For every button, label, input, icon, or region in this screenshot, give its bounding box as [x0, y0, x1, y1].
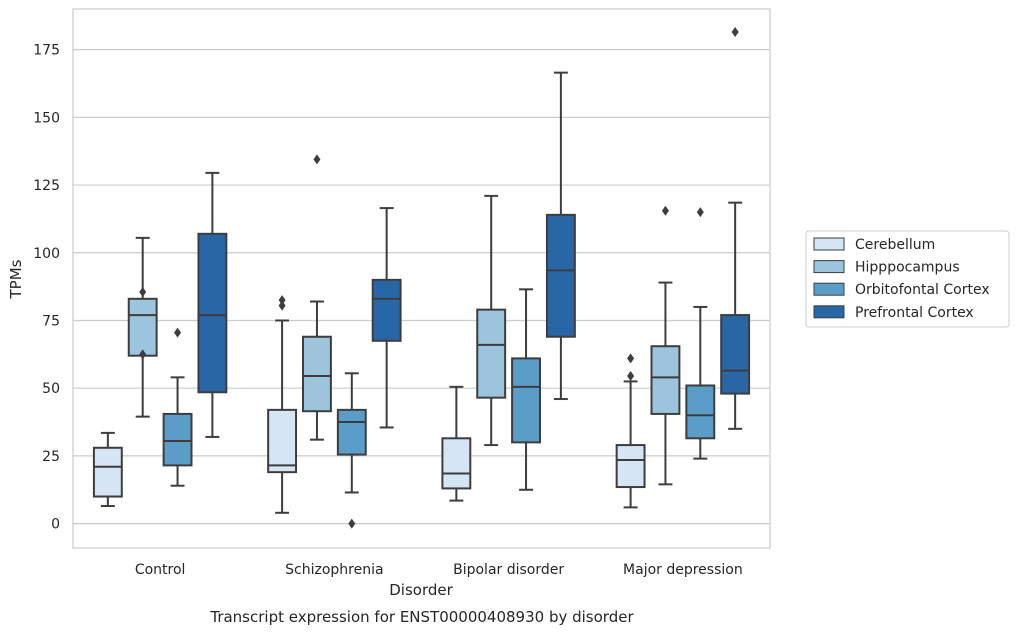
outlier-point — [139, 349, 147, 360]
outlier-point — [731, 27, 739, 38]
box-group — [92, 431, 123, 508]
box-group — [162, 327, 193, 487]
box — [720, 314, 751, 395]
box-groups — [92, 27, 751, 529]
legend-swatch — [813, 237, 845, 251]
y-tick-label: 100 — [33, 246, 60, 262]
outlier-point — [278, 295, 286, 306]
box-group — [511, 288, 541, 491]
box — [545, 213, 576, 338]
x-tick-label: Bipolar disorder — [453, 562, 564, 578]
box — [650, 345, 681, 415]
box — [127, 297, 158, 357]
box — [197, 232, 228, 394]
legend: Cerebellum Hipppocampus Orbitofontal Corte… — [805, 230, 1010, 328]
box-group — [302, 154, 332, 441]
outlier-point — [627, 353, 635, 364]
x-axis-title: Disorder — [389, 581, 453, 599]
outlier-point — [696, 207, 704, 218]
box — [162, 412, 193, 467]
legend-label: Hipppocampus — [855, 260, 960, 276]
box-group — [441, 385, 472, 502]
box-group — [127, 236, 158, 418]
box — [685, 384, 716, 440]
legend-label: Orbitofontal Cortex — [855, 282, 990, 298]
outlier-point — [661, 205, 669, 216]
outlier-point — [278, 300, 286, 311]
legend-label: Cerebellum — [855, 237, 935, 253]
box — [441, 437, 472, 490]
x-tick-labels: Control Schizophrenia Bipolar disorder Majo… — [135, 562, 743, 578]
y-tick-label: 0 — [51, 517, 60, 533]
box — [615, 444, 646, 489]
box-group — [615, 353, 646, 509]
x-tick-label: Control — [135, 562, 186, 578]
box-group — [476, 194, 507, 447]
y-tick-label: 25 — [42, 449, 60, 465]
box-group — [650, 205, 681, 486]
outlier-point — [348, 518, 356, 529]
legend-frame — [805, 230, 1010, 328]
plot-frame — [72, 8, 771, 549]
y-tick-label: 50 — [42, 381, 60, 397]
box — [267, 408, 298, 474]
box-group — [720, 27, 751, 430]
y-tick-label: 150 — [33, 110, 60, 126]
box-group — [197, 171, 228, 438]
box-group — [336, 372, 367, 529]
box — [476, 308, 507, 399]
y-tick-label: 125 — [33, 178, 60, 194]
box-group — [685, 207, 716, 460]
outlier-point — [313, 154, 321, 165]
x-tick-label: Major depression — [623, 562, 743, 578]
box — [336, 408, 367, 456]
y-tick-label: 75 — [42, 313, 60, 329]
y-tick-labels: 0 25 50 75 100 125 150 175 — [33, 43, 60, 533]
outlier-point — [174, 327, 182, 338]
legend-swatch — [813, 282, 845, 296]
x-tick-label: Schizophrenia — [285, 562, 383, 578]
y-tick-label: 175 — [33, 43, 60, 59]
box — [371, 278, 402, 342]
chart-caption: Transcript expression for ENST0000040893… — [209, 608, 634, 626]
outlier-point — [139, 287, 147, 298]
legend-swatch — [813, 305, 845, 319]
outlier-point — [627, 371, 635, 382]
box-group — [267, 295, 298, 514]
box-group — [545, 71, 576, 401]
box — [511, 357, 541, 444]
box — [92, 446, 123, 498]
legend-label: Prefrontal Cortex — [855, 305, 974, 321]
y-axis-title: TPMs — [7, 259, 25, 299]
box — [302, 335, 332, 413]
box-group — [371, 207, 402, 429]
legend-swatch — [813, 260, 845, 274]
